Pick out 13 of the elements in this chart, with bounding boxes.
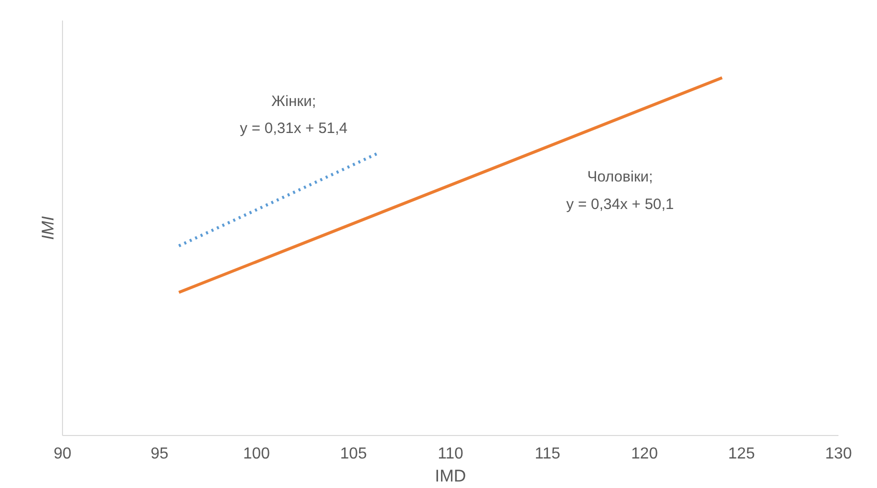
y-axis-title: IMI <box>38 216 58 240</box>
x-tick-label: 95 <box>150 446 168 462</box>
x-tick-label: 100 <box>243 446 270 462</box>
x-axis-title: IMD <box>434 466 466 486</box>
x-tick-label: 115 <box>534 446 560 462</box>
x-tick-label: 105 <box>340 446 367 462</box>
x-tick-label: 120 <box>631 446 658 462</box>
x-tick-label: 130 <box>825 446 852 462</box>
x-tick-label: 125 <box>728 446 755 462</box>
x-tick-label: 110 <box>438 446 464 462</box>
x-tick-label: 90 <box>54 446 72 462</box>
series-label: Чоловіки; y = 0,34x + 50,1 <box>566 168 674 213</box>
series-label: Жінки; y = 0,31x + 51,4 <box>240 92 348 137</box>
